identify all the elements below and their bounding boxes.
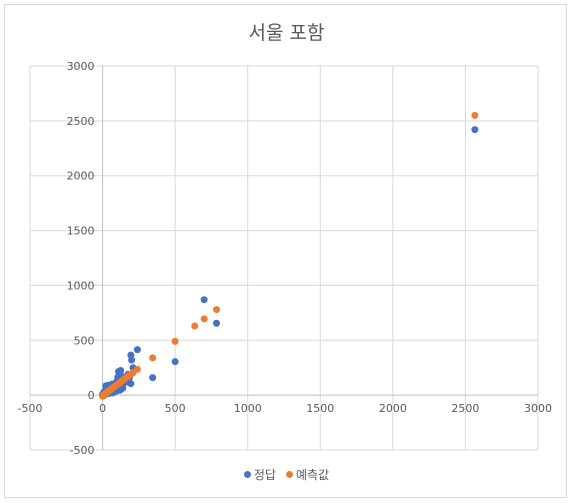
series-predicted [99, 111, 479, 400]
answer-point [115, 368, 123, 376]
answer-point [133, 346, 141, 354]
predicted-point [99, 392, 107, 400]
y-tick-labels: -500 0 500 1000 1500 2000 2500 3000 [67, 60, 95, 457]
x-tick-labels: -500 0 500 1000 1500 2000 2500 3000 [18, 402, 552, 415]
answer-point [171, 358, 179, 366]
legend-item-answer: 정답 [243, 466, 276, 483]
x-tick-label: 1000 [234, 402, 262, 415]
predicted-point [471, 111, 479, 119]
x-tick-label: 0 [99, 402, 106, 415]
answer-point [119, 384, 127, 392]
answer-point [213, 319, 221, 327]
legend: 정답 예측값 [0, 466, 573, 483]
answer-point [128, 356, 136, 364]
x-tick-label: 3000 [524, 402, 552, 415]
y-tick-label: 1000 [67, 279, 95, 292]
predicted-point [191, 322, 199, 330]
legend-marker-predicted [285, 471, 293, 478]
legend-marker-answer [243, 471, 251, 478]
legend-label-predicted: 예측값 [295, 468, 330, 482]
y-tick-label: -500 [70, 444, 95, 457]
chart-frame [4, 4, 567, 498]
y-tick-label: 0 [88, 389, 95, 402]
x-tick-label: 500 [165, 402, 186, 415]
y-tick-label: 2500 [67, 115, 95, 128]
x-tick-label: 2500 [451, 402, 479, 415]
y-tick-label: 1500 [67, 225, 95, 238]
y-tick-label: 3000 [67, 60, 95, 73]
y-tick-label: 2000 [67, 170, 95, 183]
predicted-point [171, 337, 179, 345]
predicted-point [213, 306, 221, 314]
legend-item-predicted: 예측값 [285, 466, 330, 483]
gridlines [29, 65, 539, 451]
predicted-point [149, 354, 157, 362]
x-tick-label: -500 [18, 402, 43, 415]
x-tick-label: 1500 [306, 402, 334, 415]
data-series [99, 111, 479, 400]
answer-point [471, 126, 479, 134]
answer-point [200, 296, 208, 304]
answer-point [149, 374, 157, 382]
y-tick-label: 500 [74, 334, 95, 347]
x-tick-label: 2000 [379, 402, 407, 415]
chart-title: 서울 포함 [248, 22, 325, 44]
predicted-point [200, 315, 208, 323]
legend-label-answer: 정답 [253, 468, 276, 482]
